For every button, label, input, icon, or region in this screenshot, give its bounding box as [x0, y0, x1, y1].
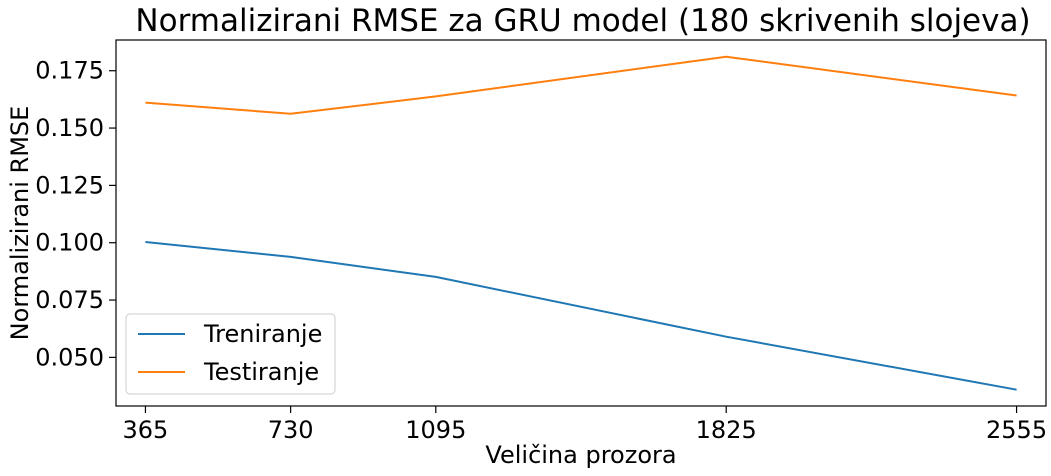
x-axis-label: Veličina prozora: [485, 441, 676, 469]
x-tick-label: 1095: [405, 416, 466, 444]
y-tick-label: 0.075: [35, 286, 104, 314]
y-tick-label: 0.100: [35, 229, 104, 257]
chart-title: Normalizirani RMSE za GRU model (180 skr…: [135, 3, 1030, 39]
y-tick-label: 0.150: [35, 114, 104, 142]
series-line-testiranje: [145, 55, 1017, 115]
x-axis: 365 730 1095 1825 2555: [123, 406, 1047, 444]
series-group: [145, 55, 1017, 391]
series-line-treniranje: [145, 241, 1017, 391]
plot-area: [115, 39, 1047, 407]
y-tick-label: 0.050: [35, 343, 104, 371]
legend-label-treniranje: Treniranje: [203, 320, 322, 348]
y-tick-label: 0.125: [35, 171, 104, 199]
y-axis: 0.050 0.075 0.100 0.125 0.150 0.175: [35, 57, 116, 371]
y-tick-label: 0.175: [35, 57, 104, 85]
legend: Treniranje Testiranje: [125, 313, 336, 395]
x-tick-label: 1825: [696, 416, 757, 444]
legend-label-testiranje: Testiranje: [203, 358, 319, 386]
y-axis-label: Normalizirani RMSE: [6, 106, 34, 341]
x-tick-label: 2555: [986, 416, 1047, 444]
x-tick-label: 730: [268, 416, 314, 444]
x-tick-label: 365: [123, 416, 169, 444]
